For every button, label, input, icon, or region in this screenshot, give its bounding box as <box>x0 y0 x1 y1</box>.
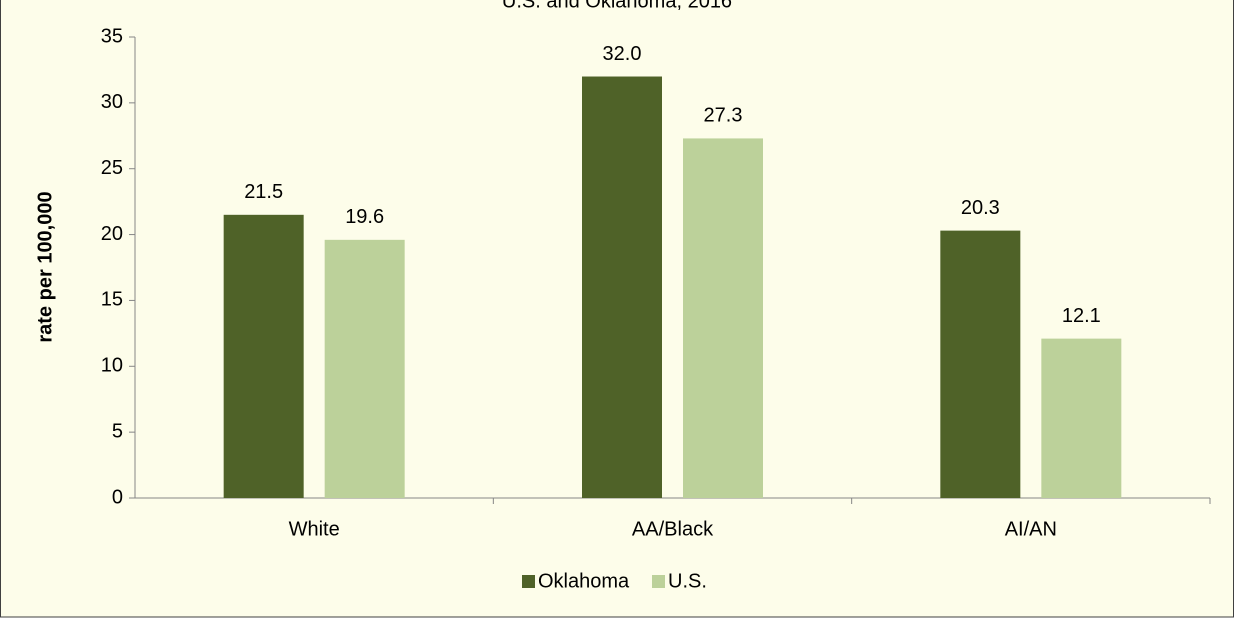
y-tick-label: 5 <box>112 420 123 442</box>
legend-label: U.S. <box>668 570 707 592</box>
y-tick-label: 30 <box>101 91 123 113</box>
bar <box>223 214 304 499</box>
data-label: 32.0 <box>603 43 642 65</box>
data-label: 19.6 <box>345 206 384 228</box>
x-tick-label: AI/AN <box>1005 518 1057 540</box>
y-tick-label: 25 <box>101 157 123 179</box>
legend-swatch <box>522 575 535 588</box>
data-label: 27.3 <box>704 105 743 127</box>
data-label: 12.1 <box>1062 305 1101 327</box>
legend-swatch <box>652 575 665 588</box>
y-axis-label: rate per 100,000 <box>34 191 56 342</box>
data-label: 21.5 <box>244 181 283 203</box>
x-tick-label: White <box>289 518 340 540</box>
bar <box>683 138 763 499</box>
y-tick-label: 15 <box>101 289 123 311</box>
x-tick-label: AA/Black <box>632 518 714 540</box>
bar <box>1041 338 1122 498</box>
y-tick-label: 20 <box>101 223 123 245</box>
y-tick-label: 10 <box>101 355 123 377</box>
y-tick-label: 35 <box>101 25 123 47</box>
bar <box>582 76 662 498</box>
chart-title: U.S. and Oklahoma, 2016 <box>502 0 732 12</box>
data-label: 20.3 <box>961 197 1000 219</box>
bar <box>324 239 405 498</box>
y-tick-label: 0 <box>112 486 123 508</box>
bar <box>940 230 1021 498</box>
legend-label: Oklahoma <box>538 570 630 592</box>
